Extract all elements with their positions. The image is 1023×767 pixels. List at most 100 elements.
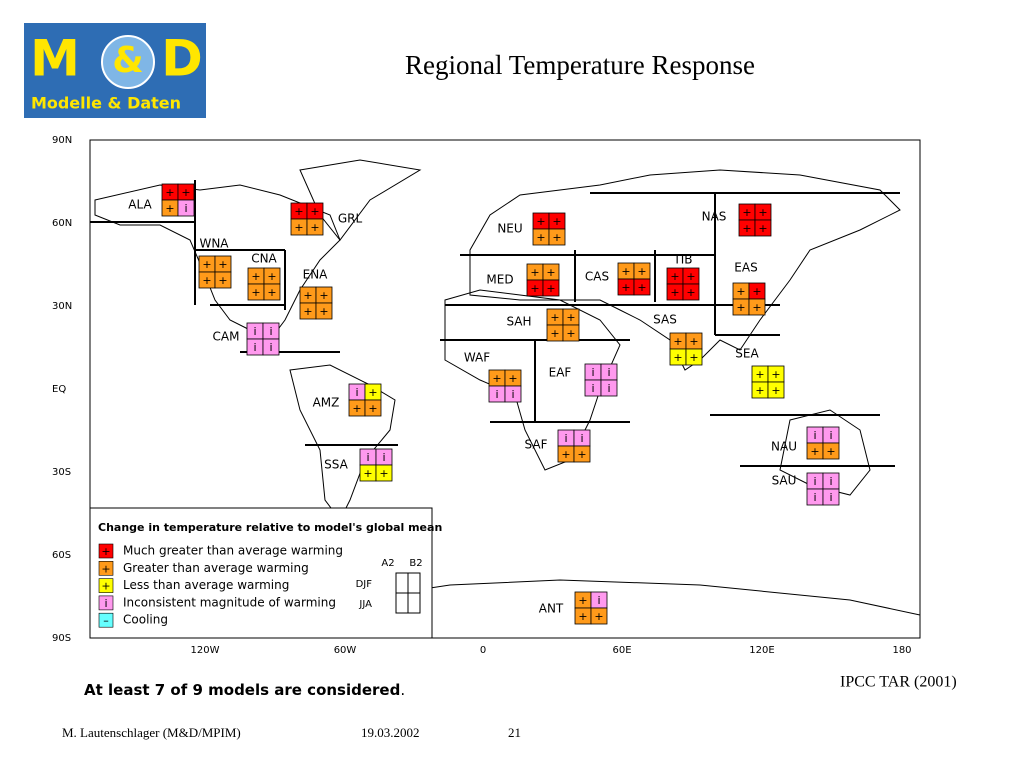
cell-symbol: + [826,445,835,458]
cell-symbol: + [621,265,630,278]
lon-label: 60E [612,645,631,656]
cell-symbol: i [564,432,567,445]
cell-symbol: + [303,289,312,302]
cell-symbol: + [368,386,377,399]
region-label: CNA [251,252,277,266]
cell-symbol: + [758,206,767,219]
cell-symbol: + [686,270,695,283]
lon-label: 0 [480,645,486,656]
cell-symbol: + [218,258,227,271]
region-boundaries [90,180,900,467]
date: 19.03.2002 [361,725,420,740]
cell-symbol: i [382,451,385,464]
logo-globe [101,35,155,89]
region-label: NEU [497,222,522,236]
region-label: ALA [128,198,152,212]
region-cell [548,228,566,246]
cell-symbol: + [673,335,682,348]
cell-symbol: + [202,274,211,287]
region-cell [375,464,393,482]
cell-symbol: + [594,610,603,623]
cell-symbol: + [566,311,575,324]
cell-symbol: + [546,282,555,295]
region-label: GRL [338,212,363,226]
cell-symbol: + [566,327,575,340]
cell-symbol: i [355,386,358,399]
legend-symbol: i [104,597,107,610]
cell-symbol: i [813,491,816,504]
cell-symbol: + [546,266,555,279]
region-cell [748,298,766,316]
region-label: EAF [549,366,572,380]
cell-symbol: i [269,341,272,354]
cell-symbol: + [310,205,319,218]
cell-symbol: i [253,341,256,354]
cell-symbol: + [294,205,303,218]
cell-symbol: + [492,372,501,385]
region-label: NAS [702,210,727,224]
cell-symbol: i [591,382,594,395]
legend-swatch [98,578,114,593]
region-cell [262,338,280,356]
legend-title: Change in temperature relative to model'… [98,521,442,534]
cell-symbol: + [752,301,761,314]
lat-label: EQ [52,384,66,395]
cell-symbol: + [577,448,586,461]
cell-symbol: i [829,491,832,504]
region-cell [306,218,324,236]
cell-symbol: + [552,215,561,228]
region-label: EAS [734,261,757,275]
cell-symbol: + [752,285,761,298]
cell-symbol: + [771,384,780,397]
region-cell [590,607,608,625]
legend-swatch [98,543,114,559]
region-cell [685,348,703,366]
region-cell [822,442,840,460]
cell-symbol: + [530,266,539,279]
cell-symbol: + [670,286,679,299]
region-cell [364,399,382,417]
cell-symbol: + [267,286,276,299]
legend-box [89,507,433,639]
source: IPCC TAR (2001) [840,674,957,691]
legend-symbol: + [101,580,110,593]
cell-symbol: + [637,281,646,294]
cell-symbol: i [366,451,369,464]
cell-symbol: + [165,202,174,215]
lon-label: 120E [749,645,774,656]
legend-symbol: – [103,614,109,627]
page-number: 21 [508,725,521,740]
cell-symbol: + [673,351,682,364]
cell-symbol: + [550,327,559,340]
cell-symbol: i [829,429,832,442]
slide-title: Regional Temperature Response [405,50,755,80]
cell-symbol: i [495,388,498,401]
region-label: SAU [772,474,797,488]
footnote: At least 7 of 9 models are considered. [84,681,405,699]
legend-label: Cooling [123,613,168,627]
cell-symbol: + [755,368,764,381]
cell-symbol: i [591,366,594,379]
region-cell [542,279,560,297]
region-cell [573,445,591,463]
lat-label: 30S [52,467,71,478]
cell-symbol: + [363,467,372,480]
cell-symbol: i [607,366,610,379]
cell-symbol: + [536,215,545,228]
cell-symbol: + [578,610,587,623]
cell-symbol: + [742,206,751,219]
legend-swatch [98,560,114,576]
lat-label: 30N [52,301,72,312]
region-cell [214,271,232,289]
cell-symbol: + [294,221,303,234]
region-label: SAF [525,438,548,452]
legend-label: Much greater than average warming [123,544,343,558]
footnote-end: . [400,681,405,699]
region-label: SEA [735,347,759,361]
cell-symbol: i [511,388,514,401]
cell-symbol: i [580,432,583,445]
cell-symbol: + [508,372,517,385]
cell-symbol: + [742,222,751,235]
legend-swatch [98,595,114,611]
